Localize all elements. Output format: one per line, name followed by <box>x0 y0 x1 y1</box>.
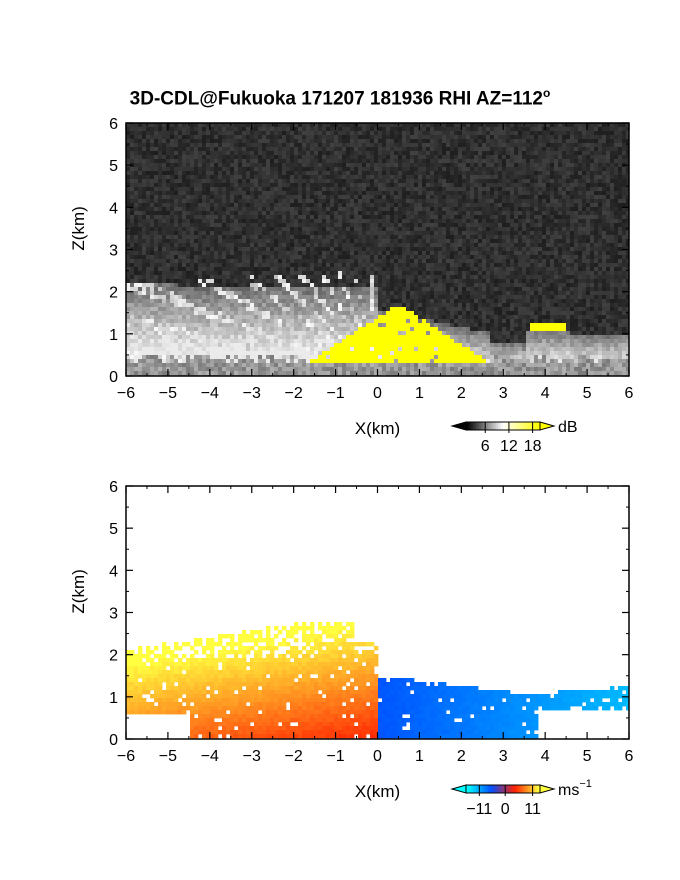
x-tick-label: 2 <box>457 385 466 402</box>
x-tick-label: 5 <box>583 748 592 765</box>
x-axis-label: X(km) <box>355 782 400 801</box>
data-field <box>126 123 629 376</box>
colorbar-unit-exponent: −1 <box>579 778 592 790</box>
x-tick-label: −6 <box>117 385 135 402</box>
x-tick-label: 4 <box>541 748 550 765</box>
colorbar: −11 0 11 ms−1 <box>450 778 592 818</box>
colorbar-low-triangle <box>450 784 467 794</box>
y-axis-label: Z(km) <box>69 206 88 250</box>
velocity-panel: −6 −5 −4 −3 −2 −1 0 1 2 3 4 5 6 0 1 2 3 4 5 6 X(km) Z(km) −11 0… <box>69 479 634 818</box>
x-tick-label: −1 <box>326 385 344 402</box>
x-tick-label: 1 <box>415 385 424 402</box>
y-tick-label: 0 <box>109 369 118 386</box>
colorbar-unit: ms−1 <box>558 778 592 799</box>
x-tick-label: −2 <box>285 385 303 402</box>
colorbar-tick-label: 11 <box>524 801 541 818</box>
x-tick-label: −1 <box>326 748 344 765</box>
colorbar-high-triangle <box>539 421 556 431</box>
colorbar-high-triangle <box>539 784 556 794</box>
x-tick-label: −4 <box>201 748 219 765</box>
x-tick-label: 5 <box>583 385 592 402</box>
x-tick-label: 6 <box>625 748 634 765</box>
x-tick-label: 6 <box>625 385 634 402</box>
degree-superscript: o <box>542 86 551 100</box>
colorbar-tick-label: −11 <box>466 801 492 818</box>
y-tick-label: 2 <box>109 648 118 665</box>
y-tick-label: 4 <box>109 563 118 580</box>
x-tick-label: 3 <box>499 385 508 402</box>
y-tick-label: 3 <box>109 606 118 623</box>
y-tick-label: 4 <box>109 200 118 217</box>
x-tick-label: 4 <box>541 385 550 402</box>
x-axis-label: X(km) <box>355 419 400 438</box>
colorbar-tick-label: 12 <box>500 438 518 455</box>
x-tick-label: 0 <box>373 748 382 765</box>
y-axis-label: Z(km) <box>69 569 88 613</box>
x-tick-label: 2 <box>457 748 466 765</box>
colorbar-low-triangle <box>450 421 467 431</box>
data-field <box>126 622 629 739</box>
y-tick-label: 5 <box>109 158 118 175</box>
y-tick-label: 1 <box>109 327 118 344</box>
colorbar: 6 12 18 dB <box>450 419 578 455</box>
y-tick-label: 6 <box>109 479 118 496</box>
x-tick-label: −2 <box>285 748 303 765</box>
x-tick-label: −5 <box>159 385 177 402</box>
colorbar-unit: dB <box>558 419 578 436</box>
y-tick-label: 5 <box>109 521 118 538</box>
chart-title-text: 3D-CDL@Fukuoka 171207 181936 RHI AZ=112 <box>129 88 543 110</box>
x-tick-label: −4 <box>201 385 219 402</box>
colorbar-tick-label: 18 <box>524 438 542 455</box>
y-tick-label: 1 <box>109 690 118 707</box>
x-tick-label: −3 <box>243 748 261 765</box>
y-tick-label: 3 <box>109 243 118 260</box>
y-tick-label: 2 <box>109 285 118 302</box>
y-tick-label: 0 <box>109 732 118 749</box>
chart-title: 3D-CDL@Fukuoka 171207 181936 RHI AZ=112o <box>0 86 680 110</box>
x-tick-label: 3 <box>499 748 508 765</box>
x-tick-label: 1 <box>415 748 424 765</box>
x-tick-label: 0 <box>373 385 382 402</box>
colorbar-tick-label: 6 <box>481 438 490 455</box>
colorbar-tick-label: 0 <box>501 801 510 818</box>
x-tick-label: −5 <box>159 748 177 765</box>
y-tick-label: 6 <box>109 116 118 133</box>
x-tick-label: −3 <box>243 385 261 402</box>
x-tick-label: −6 <box>117 748 135 765</box>
